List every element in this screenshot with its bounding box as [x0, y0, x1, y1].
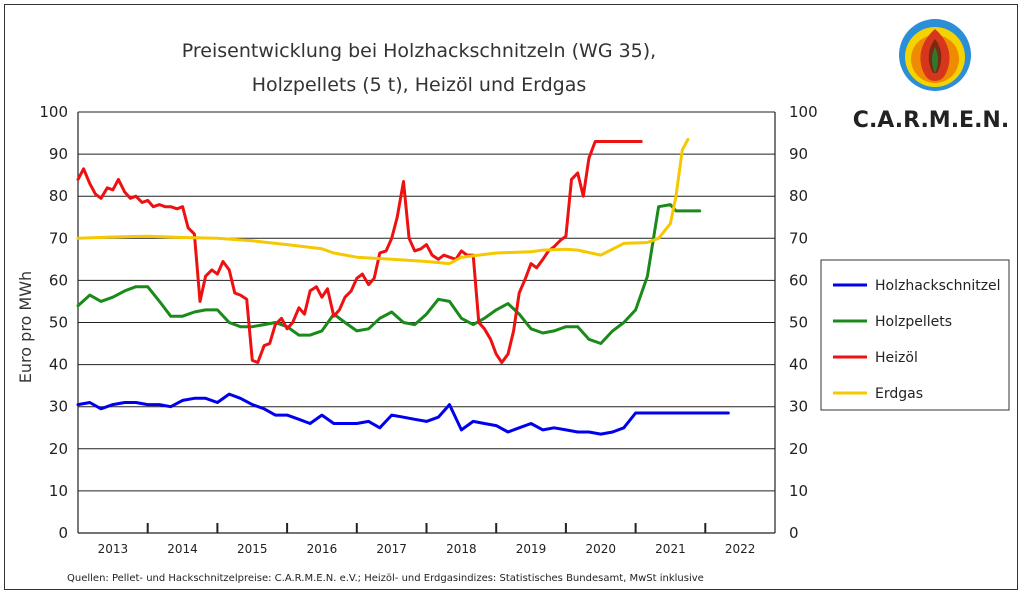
series-line-heizöl [76, 140, 643, 364]
x-tick-label: 2022 [725, 542, 756, 556]
y-tick-label-left: 10 [49, 482, 68, 500]
x-tick-label: 2016 [307, 542, 338, 556]
chart-title-line1: Preisentwicklung bei Holzhackschnitzeln … [182, 40, 656, 62]
x-tick-label: 2015 [237, 542, 268, 556]
x-tick-label: 2019 [516, 542, 547, 556]
y-axis-label: Euro pro MWh [16, 271, 35, 383]
chart-title-line2: Holzpellets (5 t), Heizöl und Erdgas [252, 74, 587, 96]
y-tick-label-right: 70 [789, 229, 808, 247]
x-tick-label: 2020 [585, 542, 616, 556]
grid-lines [78, 111, 775, 534]
legend: Holzhackschnitzel Holzpellets Heizöl Erdgas [820, 259, 1010, 411]
logo-text: C.A.R.M.E.N. [853, 108, 1009, 133]
x-tick-label: 2017 [376, 542, 407, 556]
x-tick-labels: 2013 2014 2015 2016 2017 2018 2019 2020 2021 2022 [98, 523, 756, 556]
y-tick-label-right: 30 [789, 398, 808, 416]
y-tick-label-right: 80 [789, 187, 808, 205]
x-tick-label: 2018 [446, 542, 477, 556]
y-tick-label-left: 80 [49, 187, 68, 205]
y-tick-label-right: 100 [789, 103, 818, 121]
y-tick-label-left: 90 [49, 145, 68, 163]
y-tick-label-right: 10 [789, 482, 808, 500]
y-tick-label-right: 90 [789, 145, 808, 163]
y-tick-label-left: 70 [49, 229, 68, 247]
legend-label: Holzhackschnitzel [875, 278, 1001, 294]
y-tick-label-right: 50 [789, 314, 808, 332]
series-line-holzpellets [76, 203, 702, 345]
y-tick-label-right: 20 [789, 440, 808, 458]
y-tick-labels-right: 0 10 20 30 40 50 60 70 80 90 100 [789, 103, 818, 542]
carmen-flame-logo-icon [899, 19, 971, 91]
y-tick-label-right: 40 [789, 356, 808, 374]
y-tick-label-left: 60 [49, 271, 68, 289]
x-tick-label: 2013 [98, 542, 129, 556]
y-tick-labels-left: 0 10 20 30 40 50 60 70 80 90 100 [39, 103, 68, 542]
y-tick-label-right: 60 [789, 271, 808, 289]
chart-frame: Preisentwicklung bei Holzhackschnitzeln … [4, 4, 1018, 590]
y-tick-label-left: 40 [49, 356, 68, 374]
source-note: Quellen: Pellet- und Hackschnitzelpreise… [67, 573, 704, 584]
y-tick-label-left: 20 [49, 440, 68, 458]
series-line-holzhackschnitzel [76, 392, 730, 436]
x-tick-label: 2021 [655, 542, 686, 556]
y-tick-label-left: 100 [39, 103, 68, 121]
price-chart: Preisentwicklung bei Holzhackschnitzeln … [16, 19, 1010, 584]
x-tick-label: 2014 [167, 542, 198, 556]
legend-label: Erdgas [875, 386, 923, 402]
legend-label: Heizöl [875, 350, 918, 366]
legend-label: Holzpellets [875, 314, 952, 330]
y-tick-label-right: 0 [789, 524, 799, 542]
y-tick-label-left: 0 [58, 524, 68, 542]
series-line-erdgas [76, 137, 690, 266]
y-tick-label-left: 50 [49, 314, 68, 332]
y-tick-label-left: 30 [49, 398, 68, 416]
series-lines [76, 137, 730, 436]
